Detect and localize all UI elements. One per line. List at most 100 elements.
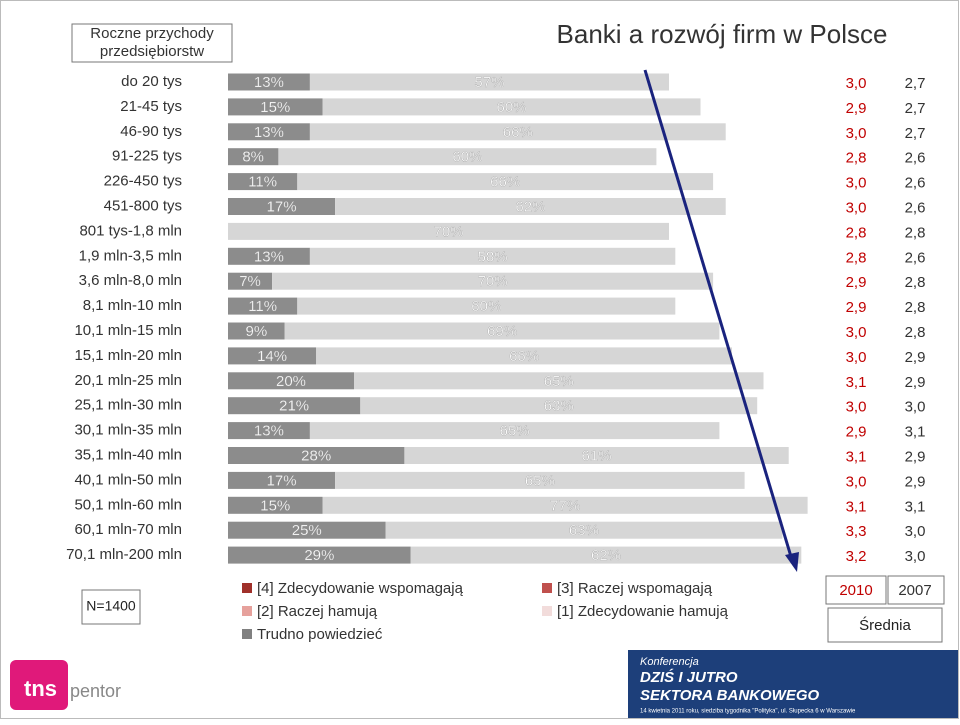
category-label: 60,1 mln-70 mln — [74, 521, 182, 538]
score-value: 3,0 — [846, 399, 867, 416]
value-label: 17% — [267, 198, 297, 215]
category-label: 35,1 mln-40 mln — [74, 446, 182, 463]
bar-segment — [228, 496, 323, 514]
bar-segment — [228, 247, 310, 265]
score-value: 2,6 — [905, 175, 926, 192]
bar-segment — [228, 123, 310, 141]
value-label: 62% — [515, 198, 545, 215]
plot: do 20 tys 13% 57% 3,0 2,7 21-45 tys 15% 60% 2,9 2… — [66, 73, 932, 643]
score-value: 2,9 — [846, 274, 867, 291]
bar-segment — [309, 73, 669, 91]
score-value: 2,8 — [846, 150, 867, 167]
value-label: 69% — [487, 323, 517, 340]
category-label: 226-450 tys — [104, 173, 182, 190]
score-value: 2,6 — [905, 150, 926, 167]
legend-swatch — [242, 629, 252, 639]
bar-segment — [297, 173, 714, 191]
bar-segment — [228, 471, 336, 489]
bar-segment — [228, 73, 310, 91]
bar-segment — [385, 521, 783, 539]
score-value: 3,0 — [905, 523, 926, 540]
value-label: 20% — [276, 373, 306, 390]
legend-label: [3] Raczej wspomagają — [557, 580, 713, 597]
bar-segment — [228, 148, 279, 166]
bar-segment — [322, 98, 701, 116]
category-label: 3,6 mln-8,0 mln — [79, 272, 182, 289]
category-label: 91-225 tys — [112, 148, 182, 165]
bar-segment — [309, 123, 726, 141]
score-value: 3,0 — [846, 349, 867, 366]
category-label: 50,1 mln-60 mln — [74, 496, 182, 513]
score-value: 2,7 — [905, 100, 926, 117]
value-label: 77% — [550, 497, 580, 514]
score-value: 3,0 — [846, 175, 867, 192]
score-value: 3,2 — [846, 548, 867, 565]
bar-segment — [309, 247, 676, 265]
value-label: 70% — [433, 223, 463, 240]
value-label: 65% — [500, 423, 530, 440]
value-label: 28% — [301, 447, 331, 464]
value-label: 60% — [496, 99, 526, 116]
category-label: 21-45 tys — [120, 98, 182, 115]
value-label: 66% — [509, 348, 539, 365]
arrow-head — [785, 552, 799, 572]
score-value: 2,6 — [905, 249, 926, 266]
score-header-box — [887, 575, 945, 605]
value-label: 13% — [254, 423, 284, 440]
bar-segment — [228, 98, 323, 116]
bar-segment — [228, 347, 317, 365]
bar-segment — [322, 496, 808, 514]
bar-segment — [228, 272, 273, 290]
value-label: 66% — [503, 124, 533, 141]
value-label: 11% — [248, 298, 277, 315]
value-label: 7% — [239, 273, 261, 290]
score-value: 2,9 — [905, 349, 926, 366]
banner-title: SEKTORA BANKOWEGO — [640, 687, 820, 704]
bar-segment — [228, 198, 336, 215]
value-label: 21% — [279, 398, 309, 415]
category-label: 1,9 mln-3,5 mln — [79, 247, 182, 264]
value-label: 66% — [490, 174, 520, 191]
sample: N=1400 — [86, 598, 136, 614]
score-value: 2,9 — [846, 424, 867, 441]
score-header: 2010 — [839, 582, 872, 599]
banner-kicker: Konferencja — [640, 656, 699, 668]
category-label: 70,1 mln-200 mln — [66, 546, 182, 563]
score-value: 2,8 — [846, 224, 867, 241]
trend-arrow — [643, 69, 794, 561]
bar-segment — [228, 297, 298, 315]
bar-segment — [228, 422, 310, 440]
logo-box — [10, 660, 68, 710]
legend-swatch — [542, 583, 552, 593]
category-label: 15,1 mln-20 mln — [74, 347, 182, 364]
value-label: 62% — [591, 547, 621, 564]
value-label: 15% — [260, 497, 290, 514]
bar-segment — [228, 447, 405, 464]
bar-segment — [297, 297, 676, 315]
category-label: 30,1 mln-35 mln — [74, 422, 182, 439]
bar-segment — [278, 148, 657, 166]
score-value: 2,9 — [846, 299, 867, 316]
logo-sub: pentor — [70, 681, 121, 701]
logo: tns — [24, 676, 57, 701]
bar-segment — [335, 471, 745, 489]
value-label: 15% — [260, 99, 290, 116]
value-label: 60% — [471, 298, 501, 315]
legend-label: [4] Zdecydowanie wspomagają — [257, 580, 464, 597]
score-value: 3,0 — [905, 548, 926, 565]
value-label: 58% — [478, 248, 508, 265]
value-label: 29% — [304, 547, 334, 564]
header-wrap: Roczne przychody przedsiębiorstw — [90, 25, 213, 60]
value-label: 61% — [582, 447, 612, 464]
banner-title: DZIŚ I JUTRO — [640, 668, 738, 686]
category-label: 801 tys-1,8 mln — [79, 222, 182, 239]
bar-segment — [410, 546, 802, 564]
score-value: 2,9 — [846, 100, 867, 117]
category-label: 25,1 mln-30 mln — [74, 397, 182, 414]
score-value: 3,1 — [846, 374, 867, 391]
score-value: 3,1 — [846, 448, 867, 465]
score-caption: Średnia — [859, 616, 911, 634]
value-label: 63% — [569, 522, 599, 539]
value-label: 63% — [544, 398, 574, 415]
value-label: 13% — [254, 248, 284, 265]
